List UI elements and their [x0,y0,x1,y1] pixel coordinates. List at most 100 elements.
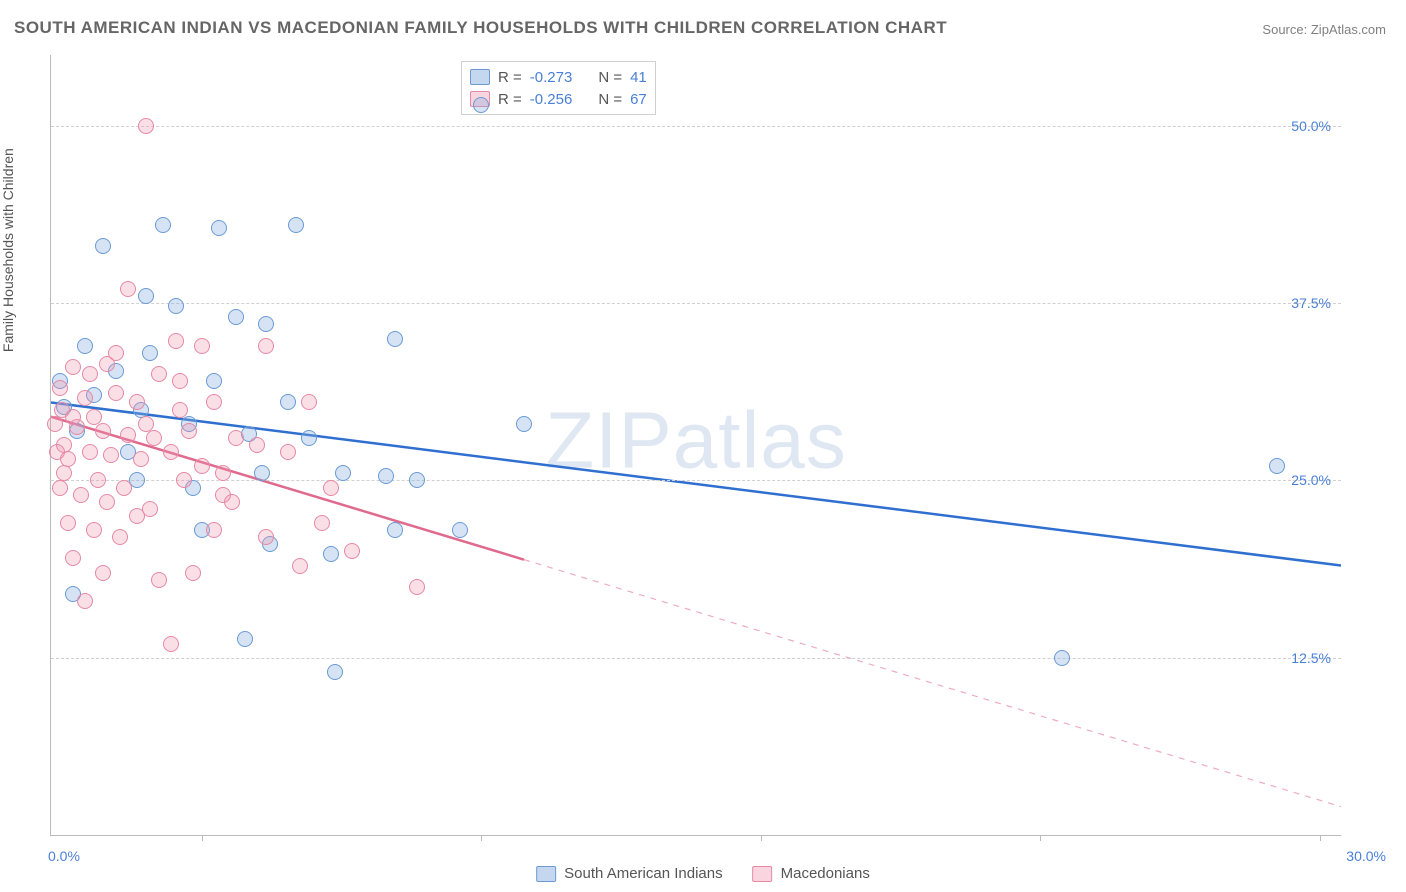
scatter-point-pink [56,465,72,481]
scatter-point-blue [206,373,222,389]
scatter-point-pink [194,338,210,354]
scatter-point-blue [95,238,111,254]
scatter-point-pink [194,458,210,474]
scatter-point-blue [516,416,532,432]
legend-item: South American Indians [536,865,722,882]
scatter-point-pink [409,579,425,595]
scatter-point-pink [95,565,111,581]
scatter-point-blue [211,220,227,236]
scatter-point-blue [378,468,394,484]
scatter-point-pink [138,416,154,432]
scatter-point-blue [258,316,274,332]
scatter-point-pink [301,394,317,410]
source-label: Source: [1262,22,1307,37]
scatter-point-blue [138,288,154,304]
scatter-point-pink [47,416,63,432]
stats-legend-box: R = -0.273 N = 41 R =-0.256N =67 [461,61,656,115]
scatter-point-blue [409,472,425,488]
scatter-point-pink [95,423,111,439]
watermark: ZIPatlas [545,394,846,486]
gridline [51,303,1341,304]
scatter-point-pink [258,338,274,354]
scatter-point-pink [185,565,201,581]
scatter-point-blue [452,522,468,538]
legend-label: Macedonians [781,865,870,882]
scatter-point-pink [77,593,93,609]
scatter-point-pink [52,480,68,496]
scatter-point-blue [335,465,351,481]
r-value: -0.273 [530,69,573,86]
scatter-point-blue [473,97,489,113]
r-label: R = [498,69,522,86]
scatter-point-pink [82,366,98,382]
trend-lines-layer [51,55,1341,835]
y-tick-label: 12.5% [1291,650,1331,666]
x-tick [481,835,482,841]
scatter-point-pink [60,515,76,531]
scatter-point-pink [314,515,330,531]
trend-line-dashed [524,560,1341,807]
scatter-point-pink [65,550,81,566]
scatter-point-pink [54,402,70,418]
stats-row: R = -0.273 N = 41 [470,66,647,88]
x-axis-end-label: 30.0% [1346,848,1386,864]
scatter-point-pink [172,373,188,389]
scatter-point-pink [172,402,188,418]
source-value: ZipAtlas.com [1311,22,1386,37]
scatter-point-pink [323,480,339,496]
scatter-point-blue [387,522,403,538]
scatter-point-blue [1054,650,1070,666]
scatter-point-blue [387,331,403,347]
scatter-point-pink [82,444,98,460]
scatter-point-blue [77,338,93,354]
n-label: N = [598,69,622,86]
scatter-point-pink [151,572,167,588]
series-legend: South American Indians Macedonians [536,865,870,882]
scatter-point-pink [120,427,136,443]
scatter-point-pink [258,529,274,545]
scatter-point-pink [120,281,136,297]
scatter-point-blue [323,546,339,562]
scatter-point-pink [108,345,124,361]
scatter-point-pink [99,494,115,510]
scatter-point-pink [163,636,179,652]
scatter-point-pink [249,437,265,453]
scatter-point-pink [138,118,154,134]
n-value: 41 [630,69,647,86]
scatter-point-pink [52,380,68,396]
scatter-point-pink [112,529,128,545]
legend-swatch-blue [536,866,556,882]
gridline [51,126,1341,127]
x-axis-origin-label: 0.0% [48,848,80,864]
scatter-point-blue [228,309,244,325]
scatter-point-pink [86,522,102,538]
scatter-point-pink [181,423,197,439]
scatter-plot-area: ZIPatlas R = -0.273 N = 41 R =-0.256N =67 12… [50,55,1341,836]
scatter-point-pink [228,430,244,446]
stats-row: R =-0.256N =67 [470,88,647,110]
x-tick [1320,835,1321,841]
scatter-point-blue [237,631,253,647]
scatter-point-blue [254,465,270,481]
gridline [51,480,1341,481]
scatter-point-pink [146,430,162,446]
scatter-point-blue [155,217,171,233]
scatter-point-pink [215,465,231,481]
scatter-point-blue [168,298,184,314]
y-axis-label: Family Households with Children [0,148,16,352]
legend-swatch-pink [753,866,773,882]
x-tick [761,835,762,841]
scatter-point-blue [327,664,343,680]
scatter-point-pink [206,394,222,410]
scatter-point-pink [90,472,106,488]
x-tick [1040,835,1041,841]
n-value: 67 [630,91,647,108]
scatter-point-blue [1269,458,1285,474]
scatter-point-pink [129,394,145,410]
scatter-point-pink [108,385,124,401]
scatter-point-pink [206,522,222,538]
scatter-point-blue [280,394,296,410]
scatter-point-pink [86,409,102,425]
r-value: -0.256 [530,91,573,108]
legend-label: South American Indians [564,865,722,882]
